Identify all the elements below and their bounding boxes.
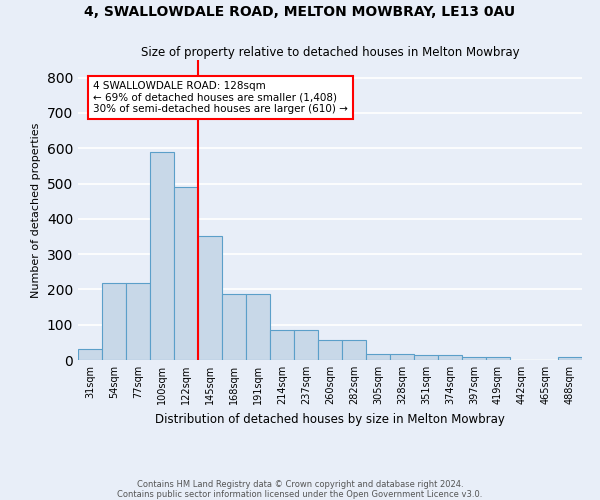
X-axis label: Distribution of detached houses by size in Melton Mowbray: Distribution of detached houses by size … (155, 412, 505, 426)
Bar (246, 294, 270, 360)
Bar (78, 348, 102, 360)
Bar (126, 283, 150, 360)
Bar (366, 354, 390, 360)
Bar (294, 330, 318, 360)
Text: 4 SWALLOWDALE ROAD: 128sqm
← 69% of detached houses are smaller (1,408)
30% of s: 4 SWALLOWDALE ROAD: 128sqm ← 69% of deta… (93, 81, 348, 114)
Bar (390, 354, 414, 360)
Bar (486, 357, 510, 360)
Text: Contains HM Land Registry data © Crown copyright and database right 2024.
Contai: Contains HM Land Registry data © Crown c… (118, 480, 482, 499)
Bar (174, 187, 198, 360)
Title: Size of property relative to detached houses in Melton Mowbray: Size of property relative to detached ho… (140, 46, 520, 59)
Bar (558, 357, 582, 360)
Bar (222, 294, 246, 360)
Bar (342, 340, 366, 360)
Text: 4, SWALLOWDALE ROAD, MELTON MOWBRAY, LE13 0AU: 4, SWALLOWDALE ROAD, MELTON MOWBRAY, LE1… (85, 5, 515, 19)
Bar (414, 356, 438, 360)
Bar (102, 283, 126, 360)
Bar (270, 330, 294, 360)
Bar (438, 356, 462, 360)
Bar (198, 236, 222, 360)
Bar (318, 340, 342, 360)
Bar (462, 357, 486, 360)
Y-axis label: Number of detached properties: Number of detached properties (31, 122, 41, 298)
Bar (150, 152, 174, 360)
